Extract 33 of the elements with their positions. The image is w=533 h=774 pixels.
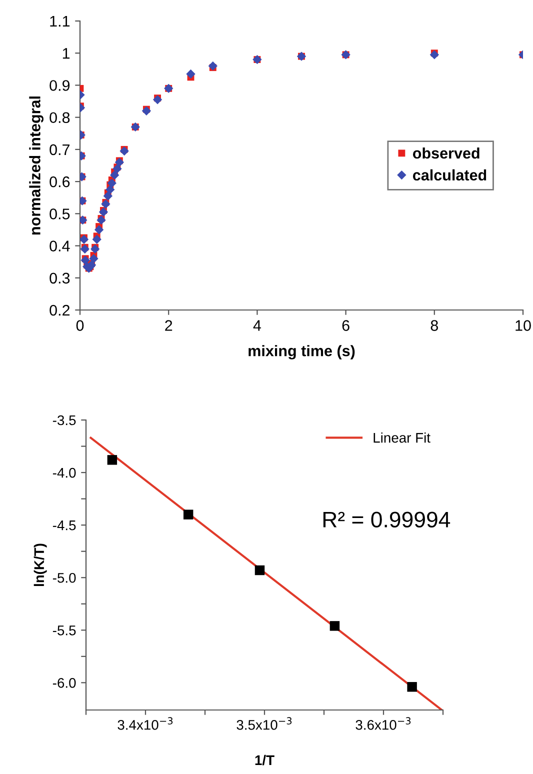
- y-tick-label: 0.9: [50, 80, 70, 91]
- x-tick-label: 8: [430, 320, 438, 331]
- y-tick-label: -3.5: [52, 415, 76, 426]
- x-tick-label: 6: [342, 320, 350, 331]
- legend-label: observed: [412, 147, 480, 159]
- annotation: R² = 0.99994: [323, 512, 450, 528]
- y-tick-label: 0.7: [50, 144, 70, 156]
- x-axis-title: mixing time (s): [248, 345, 355, 360]
- y-tick-label: 0.8: [50, 112, 70, 124]
- y-tick-label: 0.6: [50, 176, 70, 188]
- legend-label: Linear Fit: [374, 432, 430, 443]
- legend-label: calculated: [412, 169, 486, 181]
- x-tick-label: 3.4x10$^{−3}$: [118, 717, 173, 730]
- x-tick-label: 4: [253, 320, 261, 331]
- x-tick-label: 10: [516, 320, 531, 331]
- y-tick-label: 0.4: [50, 240, 70, 252]
- x-tick-label: 3.6x10$^{−3}$: [356, 717, 411, 730]
- y-tick-label: -6.0: [52, 678, 76, 688]
- y-tick-label: 0.5: [50, 208, 70, 220]
- x-tick-label: 3.5x10$^{−3}$: [236, 717, 292, 730]
- y-tick-label: -4.0: [52, 468, 76, 478]
- x-tick-label: 0: [76, 320, 84, 331]
- y-axis-title: normalized integral: [29, 96, 44, 235]
- x-axis-title: 1/T: [255, 754, 274, 766]
- y-tick-label: 0.3: [50, 272, 70, 284]
- y-tick-label: 0.2: [50, 304, 70, 316]
- y-tick-label: -5.5: [52, 626, 76, 636]
- y-tick-label: 1.1: [50, 16, 70, 27]
- y-tick-label: -5.0: [52, 572, 76, 583]
- y-tick-label: -4.5: [52, 520, 76, 530]
- y-axis-title: ln(K/T): [34, 544, 47, 586]
- x-tick-label: 2: [165, 320, 172, 331]
- y-tick-label: 1: [62, 48, 70, 59]
